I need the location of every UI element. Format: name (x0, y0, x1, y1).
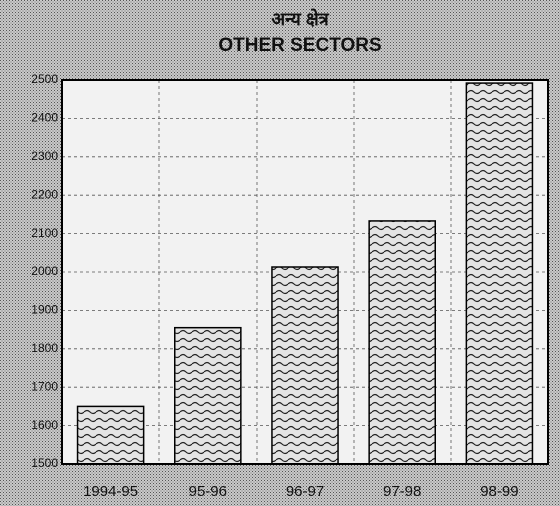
y-tick-label: 2000 (31, 264, 58, 278)
y-tick-label: 2400 (31, 111, 58, 125)
y-tick-label: 2200 (31, 187, 58, 201)
y-tick-label: 2100 (31, 226, 58, 240)
y-tick-label: 2500 (31, 72, 58, 86)
bar (368, 220, 436, 465)
bar (76, 405, 145, 465)
y-tick-label: 1500 (31, 456, 58, 470)
chart-title: अन्य क्षेत्र (271, 8, 329, 29)
y-tick-label: 1600 (31, 418, 58, 432)
y-tick-label: 1700 (31, 379, 58, 393)
y-tick-label: 1800 (31, 341, 58, 355)
chart-subtitle: OTHER SECTORS (218, 35, 381, 56)
x-tick-label: 1994-95 (83, 483, 138, 500)
y-tick-label: 2300 (31, 149, 58, 163)
plot-frame (61, 79, 549, 465)
x-tick-label: 98-99 (480, 483, 518, 500)
bar (174, 326, 242, 465)
x-tick-label: 97-98 (383, 483, 421, 500)
x-tick-label: 96-97 (286, 483, 324, 500)
x-tick-label: 95-96 (189, 483, 227, 500)
bar (271, 266, 339, 465)
bar (465, 82, 534, 465)
y-tick-label: 1900 (31, 303, 58, 317)
